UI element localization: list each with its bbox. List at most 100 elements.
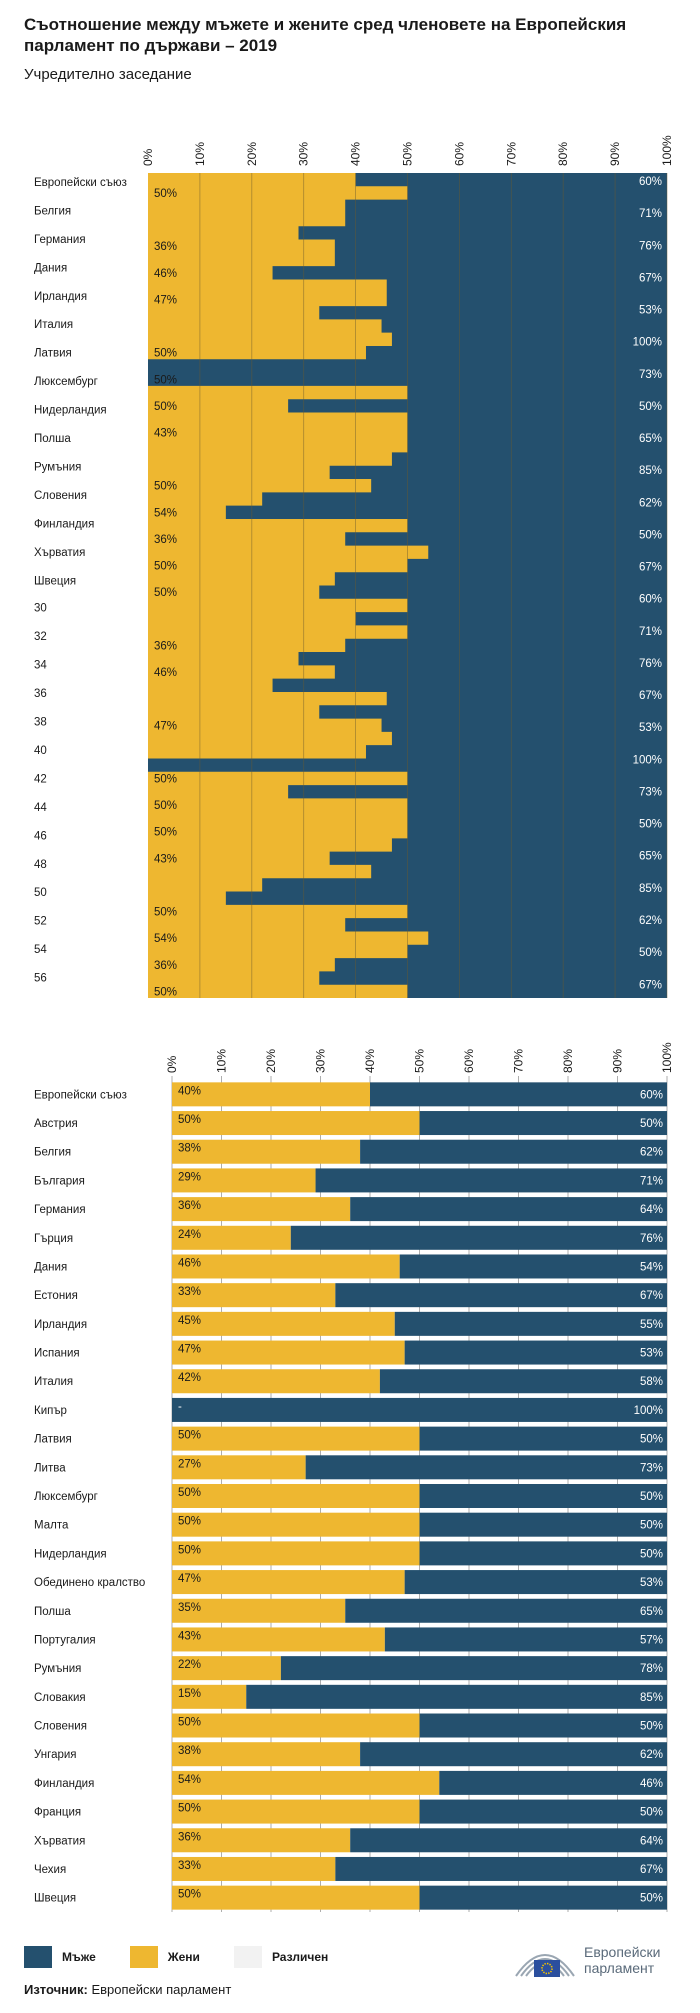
chart2-tick-label: 80% — [561, 1049, 575, 1073]
chart1-category-label: 30 — [34, 603, 47, 615]
chart1-men-value-label: 100% — [633, 754, 662, 766]
chart1-women-value-label: 43% — [154, 428, 177, 440]
chart2-bar-men — [419, 1885, 667, 1910]
chart1-men-value-label: 50% — [639, 947, 662, 959]
chart2-women-value-label: 50% — [178, 1516, 201, 1528]
chart2-tick-label: 10% — [215, 1049, 229, 1073]
chart2-bar-men — [246, 1684, 667, 1709]
chart2-men-value-label: 100% — [634, 1405, 663, 1417]
chart2-men-value-label: 53% — [640, 1348, 663, 1360]
chart1-men-value-label: 67% — [639, 562, 662, 574]
chart1-category-label: 34 — [34, 660, 47, 672]
chart2-category-label: Ирландия — [34, 1319, 87, 1331]
chart1-tick-label: 50% — [401, 142, 415, 166]
legend-item-various: Различен — [233, 1946, 329, 1968]
chart2-category-label: Литва — [34, 1462, 66, 1474]
chart2-men-value-label: 50% — [640, 1807, 663, 1819]
ep-logo: Европейски парламент — [512, 1940, 660, 1980]
chart2-bar-men — [419, 1799, 667, 1824]
chart2-women-value-label: 46% — [178, 1257, 201, 1269]
chart1-tick-label: 0% — [141, 148, 155, 166]
chart1-category-label: 46 — [34, 830, 47, 842]
chart2-bar-women — [172, 1082, 370, 1107]
chart2-men-value-label: 65% — [640, 1606, 663, 1618]
chart1-tick-label: 60% — [452, 142, 466, 166]
chart2-bar-men — [419, 1512, 667, 1537]
chart2-men-value-label: 54% — [640, 1261, 663, 1273]
chart1-tick-label: 10% — [193, 142, 207, 166]
chart2-bar-women — [172, 1598, 346, 1623]
chart1-women-value-label: 54% — [154, 933, 177, 945]
chart2-women-value-label: 50% — [178, 1717, 201, 1729]
chart1-women-value-label: 50% — [154, 827, 177, 839]
chart2-women-value-label: 15% — [178, 1688, 201, 1700]
chart2-bar-women — [172, 1570, 405, 1595]
chart2-men-value-label: 64% — [640, 1835, 663, 1847]
chart2-bar-women — [172, 1627, 385, 1652]
chart2-women-value-label: 43% — [178, 1630, 201, 1642]
chart2-women-value-label: 50% — [178, 1430, 201, 1442]
chart1-women-value-label: 54% — [154, 507, 177, 519]
chart1-tick-label: 80% — [556, 142, 570, 166]
chart1-category-label: Словения — [34, 490, 87, 502]
chart2-category-label: Кипър — [34, 1405, 67, 1417]
chart2-category-label: Швеция — [34, 1893, 76, 1905]
chart2-bar-men — [379, 1369, 667, 1394]
chart2-women-value-label: 33% — [178, 1860, 201, 1872]
chart2-men-value-label: 67% — [640, 1290, 663, 1302]
chart2-category-label: Румъния — [34, 1663, 81, 1675]
chart2-women-value-label: 54% — [178, 1774, 201, 1786]
ep-logo-icon — [515, 1954, 575, 1977]
legend-label-women: Жени — [167, 1950, 200, 1964]
chart2-category-label: Франция — [34, 1807, 81, 1819]
chart-subtitle: Учредително заседание — [24, 66, 192, 83]
chart2-tick-label: 0% — [165, 1055, 179, 1073]
chart2-bar-men — [335, 1283, 667, 1308]
chart1-women-value-label: 50% — [154, 374, 177, 386]
chart2-tick-label: 90% — [611, 1049, 625, 1073]
chart2-women-value-label: 50% — [178, 1803, 201, 1815]
chart1-category-label: 38 — [34, 717, 47, 729]
chart1-men-value-label: 50% — [639, 529, 662, 541]
chart2-women-value-label: 36% — [178, 1831, 201, 1843]
chart2-women-value-label: 50% — [178, 1114, 201, 1126]
chart2-bar-men — [419, 1111, 667, 1136]
chart2-women-value-label: 38% — [178, 1745, 201, 1757]
chart2-men-value-label: 50% — [640, 1721, 663, 1733]
chart2-bar-men — [335, 1856, 667, 1881]
chart1-category-label: Дания — [34, 262, 67, 274]
chart2-category-label: Словения — [34, 1721, 87, 1733]
chart2-bar-men — [280, 1656, 667, 1681]
chart2-men-value-label: 60% — [640, 1089, 663, 1101]
chart2-bar-men — [404, 1340, 667, 1365]
chart1-category-label: Италия — [34, 319, 73, 331]
chart2-bar-women — [172, 1283, 336, 1308]
chart1-women-value-label: 36% — [154, 960, 177, 972]
chart2-bar-men — [350, 1197, 667, 1222]
chart1-men-value-label: 76% — [639, 240, 662, 252]
chart1-category-label: Латвия — [34, 348, 72, 360]
chart2-category-label: Люксембург — [34, 1491, 98, 1503]
chart1-category-label: Люксембург — [34, 376, 98, 388]
legend-label-various: Различен — [271, 1950, 329, 1964]
chart2-women-value-label: - — [178, 1401, 182, 1413]
chart1-category-label: Ирландия — [34, 291, 87, 303]
legend-item-women: Жени — [129, 1946, 200, 1968]
chart1-tick-label: 30% — [297, 142, 311, 166]
chart2-women-value-label: 36% — [178, 1200, 201, 1212]
chart2-category-label: Естония — [34, 1290, 78, 1302]
chart2-bar-men — [419, 1541, 667, 1566]
chart1-men-value-label: 67% — [639, 690, 662, 702]
chart1-category-label: Германия — [34, 234, 86, 246]
chart1-tick-label: 90% — [608, 142, 622, 166]
chart2-bar-men — [290, 1225, 667, 1250]
chart2-category-label: Хърватия — [34, 1835, 85, 1847]
legend-swatch-various — [233, 1946, 262, 1968]
chart1-category-label: 40 — [34, 745, 47, 757]
chart2-tick-label: 100% — [660, 1042, 674, 1073]
chart2-men-value-label: 57% — [640, 1634, 663, 1646]
chart2-bar-men — [384, 1627, 667, 1652]
chart2-bar-men — [394, 1311, 667, 1336]
source-label: Източник: — [24, 1982, 88, 1997]
chart1-men-value-label: 76% — [639, 658, 662, 670]
